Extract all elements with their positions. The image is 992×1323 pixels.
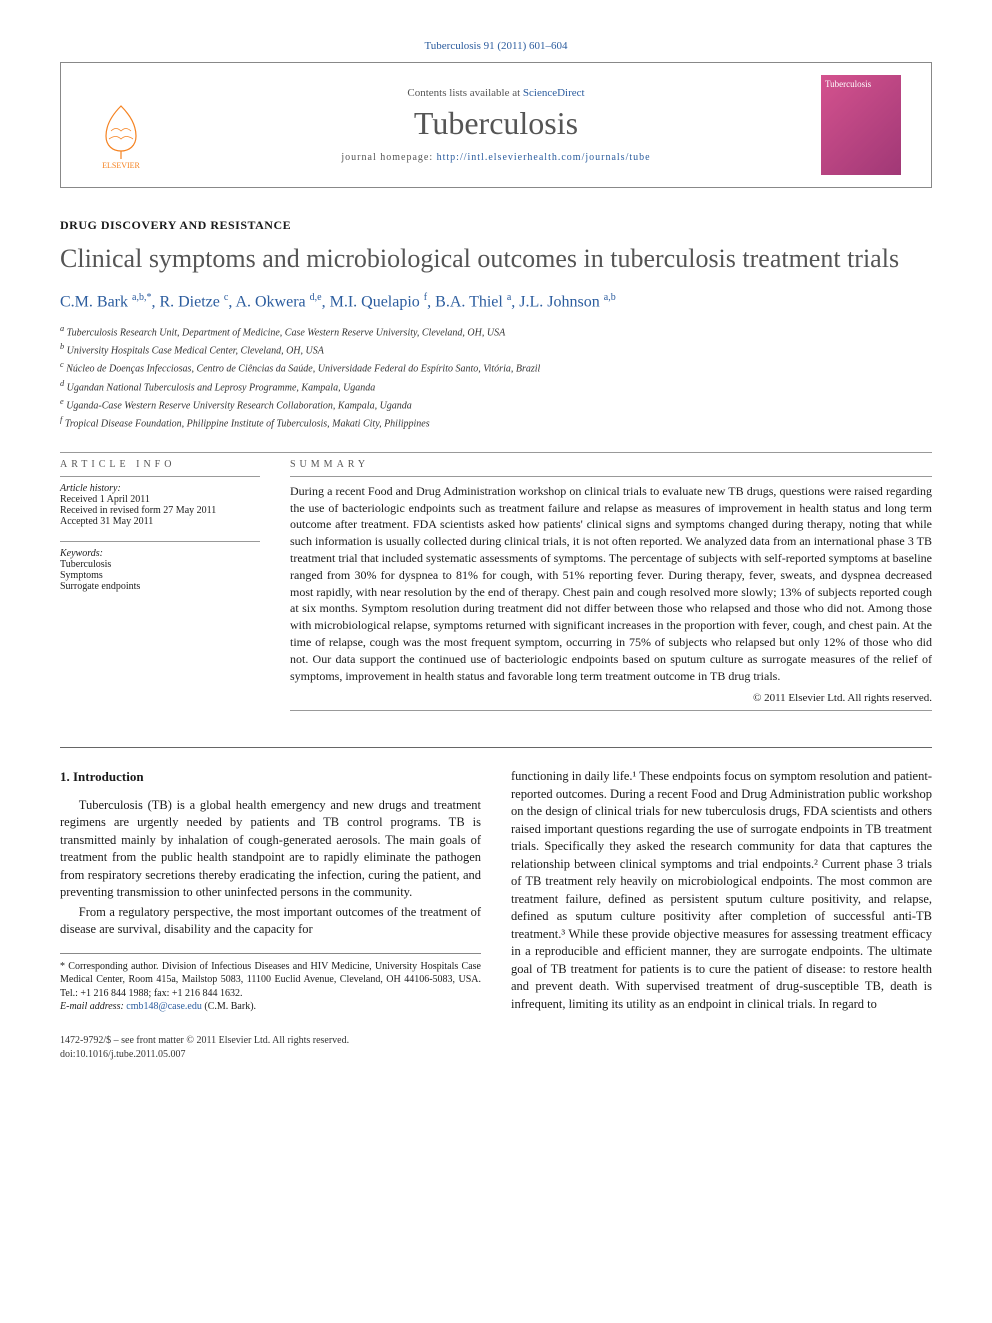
affiliation-line: b University Hospitals Case Medical Cent…: [60, 341, 932, 358]
body-text: 1. Introduction Tuberculosis (TB) is a g…: [60, 768, 932, 1014]
intro-heading: 1. Introduction: [60, 768, 481, 786]
elsevier-logo: ELSEVIER: [81, 80, 161, 170]
contents-prefix: Contents lists available at: [407, 87, 522, 99]
history-received: Received 1 April 2011: [60, 494, 260, 505]
history-label: Article history:: [60, 483, 260, 494]
footer-line-1: 1472-9792/$ – see front matter © 2011 El…: [60, 1034, 932, 1048]
correspondence-footer: * Corresponding author. Division of Infe…: [60, 953, 481, 1014]
affiliations: a Tuberculosis Research Unit, Department…: [60, 323, 932, 432]
contents-line: Contents lists available at ScienceDirec…: [181, 87, 811, 99]
section-divider: [60, 747, 932, 748]
summary-column: SUMMARY During a recent Food and Drug Ad…: [290, 459, 932, 718]
header-center: Contents lists available at ScienceDirec…: [181, 87, 811, 163]
history-accepted: Accepted 31 May 2011: [60, 516, 260, 527]
article-info-column: ARTICLE INFO Article history: Received 1…: [60, 459, 260, 718]
email-label: E-mail address:: [60, 1001, 126, 1012]
cover-thumbnail: Tuberculosis: [821, 75, 901, 175]
affiliation-line: a Tuberculosis Research Unit, Department…: [60, 323, 932, 340]
copyright-line: © 2011 Elsevier Ltd. All rights reserved…: [290, 692, 932, 704]
history-revised: Received in revised form 27 May 2011: [60, 505, 260, 516]
divider: [290, 476, 932, 477]
cover-label: Tuberculosis: [825, 79, 871, 89]
section-label: DRUG DISCOVERY AND RESISTANCE: [60, 218, 932, 233]
email-link[interactable]: cmb148@case.edu: [126, 1001, 202, 1012]
article-info-heading: ARTICLE INFO: [60, 459, 260, 470]
affiliation-line: c Núcleo de Doenças Infecciosas, Centro …: [60, 359, 932, 376]
divider: [60, 452, 932, 453]
info-abstract-row: ARTICLE INFO Article history: Received 1…: [60, 459, 932, 718]
body-paragraph: functioning in daily life.¹ These endpoi…: [511, 768, 932, 1013]
article-history: Article history: Received 1 April 2011 R…: [60, 483, 260, 527]
keyword: Tuberculosis: [60, 559, 260, 570]
keyword: Symptoms: [60, 570, 260, 581]
affiliation-line: e Uganda-Case Western Reserve University…: [60, 396, 932, 413]
keywords-block: Keywords: TuberculosisSymptomsSurrogate …: [60, 548, 260, 592]
footer-line-2: doi:10.1016/j.tube.2011.05.007: [60, 1048, 932, 1062]
affiliation-line: f Tropical Disease Foundation, Philippin…: [60, 414, 932, 431]
correspondence-email-line: E-mail address: cmb148@case.edu (C.M. Ba…: [60, 1000, 481, 1014]
page-footer: 1472-9792/$ – see front matter © 2011 El…: [60, 1034, 932, 1062]
divider: [60, 541, 260, 542]
body-paragraph: From a regulatory perspective, the most …: [60, 904, 481, 939]
homepage-line: journal homepage: http://intl.elsevierhe…: [181, 152, 811, 163]
citation-line: Tuberculosis 91 (2011) 601–604: [60, 40, 932, 52]
publisher-label: ELSEVIER: [102, 161, 140, 170]
authors: C.M. Bark a,b,*, R. Dietze c, A. Okwera …: [60, 292, 932, 311]
divider: [290, 710, 932, 711]
homepage-prefix: journal homepage:: [341, 152, 436, 163]
elsevier-tree-icon: [91, 101, 151, 161]
keywords-label: Keywords:: [60, 548, 260, 559]
homepage-link[interactable]: http://intl.elsevierhealth.com/journals/…: [437, 152, 651, 163]
summary-text: During a recent Food and Drug Administra…: [290, 483, 932, 685]
affiliation-line: d Ugandan National Tuberculosis and Lepr…: [60, 378, 932, 395]
correspondence-text: * Corresponding author. Division of Infe…: [60, 960, 481, 1001]
divider: [60, 476, 260, 477]
body-paragraph: Tuberculosis (TB) is a global health eme…: [60, 797, 481, 902]
journal-name: Tuberculosis: [181, 105, 811, 142]
summary-heading: SUMMARY: [290, 459, 932, 470]
email-suffix: (C.M. Bark).: [202, 1001, 256, 1012]
article-title: Clinical symptoms and microbiological ou…: [60, 243, 932, 276]
sciencedirect-link[interactable]: ScienceDirect: [523, 87, 585, 99]
keyword: Surrogate endpoints: [60, 581, 260, 592]
journal-header: ELSEVIER Contents lists available at Sci…: [60, 62, 932, 188]
